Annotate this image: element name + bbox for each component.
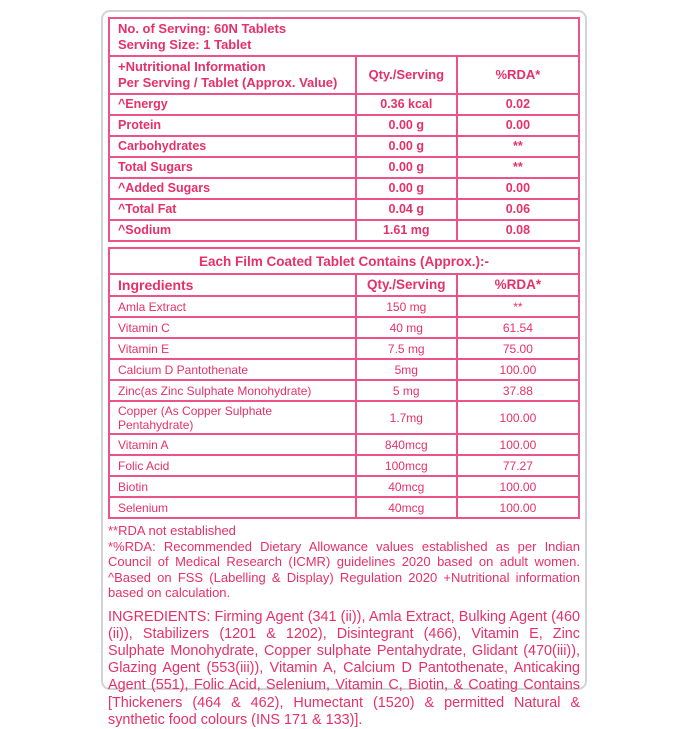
ingredient-name: Calcium D Pantothenate: [108, 358, 357, 381]
ingredient-rda: 100.00: [455, 358, 581, 381]
table-row: Vitamin E 7.5 mg 75.00: [108, 337, 581, 360]
serving-info-row: No. of Serving: 60N Tablets Serving Size…: [108, 17, 580, 57]
film-coated-contents-table: Each Film Coated Tablet Contains (Approx…: [108, 247, 581, 519]
ingredient-name: Folic Acid: [108, 454, 357, 477]
ingredient-rda: 75.00: [455, 337, 581, 360]
nutrient-qty: 0.00 g: [354, 135, 458, 158]
table-row: Vitamin C 40 mg 61.54: [108, 316, 581, 339]
ingredient-name: Biotin: [108, 475, 357, 498]
table-row: ^Sodium 1.61 mg 0.08: [108, 219, 581, 242]
ingredient-qty: 40mcg: [354, 496, 458, 519]
ingredient-qty: 1.7mg: [354, 400, 458, 435]
nutrition-header-row: +Nutritional Information Per Serving / T…: [108, 55, 581, 95]
table-row: Folic Acid 100mcg 77.27: [108, 454, 581, 477]
nutrient-qty: 0.00 g: [354, 114, 458, 137]
ingredient-name: Copper (As Copper Sulphate Pentahydrate): [108, 400, 357, 435]
table-row: ^Added Sugars 0.00 g 0.00: [108, 177, 581, 200]
nutrient-name: Total Sugars: [108, 156, 357, 179]
ingredient-rda: 100.00: [455, 496, 581, 519]
rda-footnote-paragraph: *%RDA: Recommended Dietary Allowance val…: [108, 538, 580, 601]
nutrient-name: ^Added Sugars: [108, 177, 357, 200]
footnotes-block: **RDA not established *%RDA: Recommended…: [108, 523, 580, 601]
ingredient-rda: 100.00: [455, 400, 581, 435]
band-title-row: Each Film Coated Tablet Contains (Approx…: [108, 247, 580, 275]
nutrient-rda: 0.08: [455, 219, 581, 242]
qty-per-serving-column-header: Qty./Serving: [354, 273, 458, 297]
nutrient-qty: 0.04 g: [354, 198, 458, 221]
nutrient-qty: 0.00 g: [354, 156, 458, 179]
ingredients-header-row: Ingredients Qty./Serving %RDA*: [108, 273, 581, 297]
ingredient-name: Vitamin E: [108, 337, 357, 360]
nutrition-name-column-header: +Nutritional Information Per Serving / T…: [108, 55, 357, 95]
table-row: Carbohydrates 0.00 g **: [108, 135, 581, 158]
table-band-title: Each Film Coated Tablet Contains (Approx…: [108, 247, 580, 275]
nutrient-rda: 0.00: [455, 114, 581, 137]
table-row: Selenium 40mcg 100.00: [108, 496, 581, 519]
serving-count: No. of Serving: 60N Tablets: [118, 21, 287, 36]
ingredient-name: Vitamin C: [108, 316, 357, 339]
table-row: Biotin 40mcg 100.00: [108, 475, 581, 498]
serving-size: Serving Size: 1 Tablet: [118, 37, 252, 52]
nutrient-rda: 0.00: [455, 177, 581, 200]
ingredient-qty: 7.5 mg: [354, 337, 458, 360]
nutrition-header-line1: +Nutritional Information: [118, 59, 266, 74]
serving-info-cell: No. of Serving: 60N Tablets Serving Size…: [108, 17, 580, 57]
ingredient-name: Amla Extract: [108, 295, 357, 318]
table-row: Copper (As Copper Sulphate Pentahydrate)…: [108, 400, 581, 435]
ingredients-paragraph: INGREDIENTS: Firming Agent (341 (ii)), A…: [108, 608, 580, 728]
nutrient-rda: 0.06: [455, 198, 581, 221]
ingredients-column-header: Ingredients: [108, 273, 357, 297]
rda-not-established-note: **RDA not established: [108, 523, 236, 538]
ingredient-qty: 40mcg: [354, 475, 458, 498]
table-row: Protein 0.00 g 0.00: [108, 114, 581, 137]
nutrient-name: Protein: [108, 114, 357, 137]
ingredient-qty: 100mcg: [354, 454, 458, 477]
ingredient-name: Zinc(as Zinc Sulphate Monohydrate): [108, 379, 357, 402]
nutrient-qty: 0.36 kcal: [354, 93, 458, 116]
nutrient-name: ^Total Fat: [108, 198, 357, 221]
ingredient-qty: 40 mg: [354, 316, 458, 339]
ingredient-rda: **: [455, 295, 581, 318]
nutrient-rda: **: [455, 135, 581, 158]
nutrient-name: ^Energy: [108, 93, 357, 116]
ingredient-qty: 5 mg: [354, 379, 458, 402]
ingredient-qty: 150 mg: [354, 295, 458, 318]
table-row: ^Energy 0.36 kcal 0.02: [108, 93, 581, 116]
ingredient-rda: 61.54: [455, 316, 581, 339]
ingredient-qty: 840mcg: [354, 433, 458, 456]
ingredient-name: Selenium: [108, 496, 357, 519]
ingredient-rda: 100.00: [455, 433, 581, 456]
nutrition-label-page: No. of Serving: 60N Tablets Serving Size…: [101, 10, 587, 728]
table-row: Amla Extract 150 mg **: [108, 295, 581, 318]
ingredient-rda: 100.00: [455, 475, 581, 498]
qty-per-serving-column-header: Qty./Serving: [354, 55, 458, 95]
nutrient-name: ^Sodium: [108, 219, 357, 242]
nutrient-name: Carbohydrates: [108, 135, 357, 158]
table-row: Vitamin A 840mcg 100.00: [108, 433, 581, 456]
table-row: ^Total Fat 0.04 g 0.06: [108, 198, 581, 221]
rda-column-header: %RDA*: [455, 273, 581, 297]
rda-column-header: %RDA*: [455, 55, 581, 95]
nutrition-label-card: No. of Serving: 60N Tablets Serving Size…: [101, 10, 587, 728]
table-row: Zinc(as Zinc Sulphate Monohydrate) 5 mg …: [108, 379, 581, 402]
nutritional-information-table: No. of Serving: 60N Tablets Serving Size…: [108, 17, 581, 242]
ingredient-rda: 37.88: [455, 379, 581, 402]
nutrient-rda: **: [455, 156, 581, 179]
nutrient-qty: 1.61 mg: [354, 219, 458, 242]
table-row: Calcium D Pantothenate 5mg 100.00: [108, 358, 581, 381]
nutrient-rda: 0.02: [455, 93, 581, 116]
ingredient-qty: 5mg: [354, 358, 458, 381]
ingredient-rda: 77.27: [455, 454, 581, 477]
nutrition-header-line2: Per Serving / Tablet (Approx. Value): [118, 75, 338, 90]
ingredient-name: Vitamin A: [108, 433, 357, 456]
table-row: Total Sugars 0.00 g **: [108, 156, 581, 179]
nutrient-qty: 0.00 g: [354, 177, 458, 200]
